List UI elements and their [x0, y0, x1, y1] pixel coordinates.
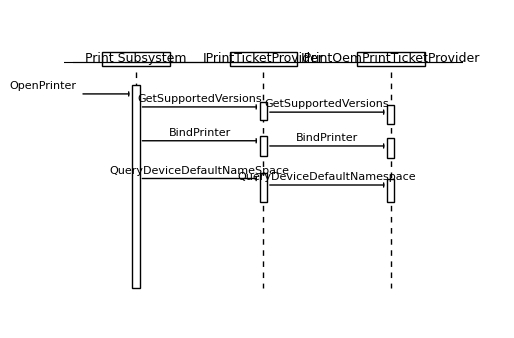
Text: QueryDeviceDefaultNamespace: QueryDeviceDefaultNamespace — [238, 172, 416, 182]
Bar — [388, 138, 394, 158]
Bar — [388, 105, 394, 124]
Bar — [102, 52, 170, 66]
Bar — [388, 179, 394, 202]
Text: QueryDeviceDefaultNameSpace: QueryDeviceDefaultNameSpace — [109, 166, 290, 176]
Text: Print Subsystem: Print Subsystem — [85, 52, 187, 65]
Text: GetSupportedVersions: GetSupportedVersions — [137, 94, 262, 104]
Bar — [260, 173, 267, 202]
Text: BindPrinter: BindPrinter — [169, 128, 231, 138]
Text: IPrintOemPrintTicketProvider: IPrintOemPrintTicketProvider — [301, 52, 481, 65]
Bar — [260, 102, 267, 120]
Bar — [260, 136, 267, 156]
Text: GetSupportedVersions: GetSupportedVersions — [265, 99, 390, 109]
Bar — [133, 85, 139, 288]
Bar — [230, 52, 297, 66]
Text: OpenPrinter: OpenPrinter — [9, 81, 76, 91]
Text: BindPrinter: BindPrinter — [296, 133, 358, 143]
Bar — [357, 52, 425, 66]
Text: IPrintTicketProvider: IPrintTicketProvider — [203, 52, 324, 65]
